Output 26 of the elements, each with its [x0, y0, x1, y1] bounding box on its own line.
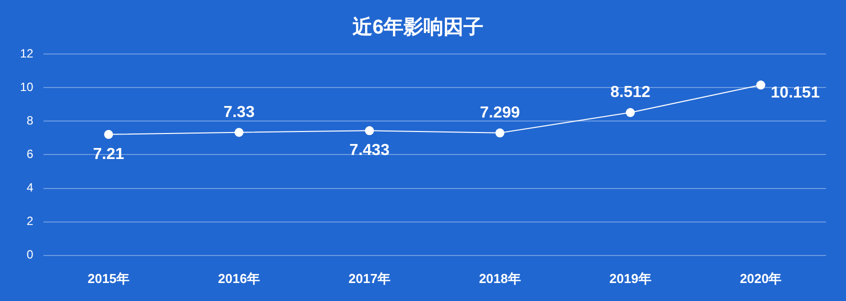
- y-tick-label: 4: [26, 180, 34, 195]
- x-tick-label: 2020年: [740, 270, 782, 286]
- y-tick-label: 6: [26, 147, 34, 162]
- point: [104, 130, 114, 139]
- y-tick-label: 2: [26, 214, 34, 228]
- x-tick-label: 2019年: [609, 270, 652, 286]
- y-tick-label: 0: [26, 248, 34, 262]
- data-label: 7.33: [223, 104, 255, 121]
- y-tick-label: 8: [26, 113, 34, 128]
- data-label: 7.433: [349, 142, 390, 160]
- data-label: 7.21: [93, 146, 124, 163]
- point: [234, 128, 244, 137]
- point: [756, 80, 766, 90]
- point: [495, 128, 504, 138]
- x-tick-label: 2018年: [478, 270, 521, 286]
- x-tick-label: 2015年: [88, 270, 130, 286]
- point: [626, 108, 635, 118]
- x-tick-label: 2017年: [348, 270, 390, 286]
- data-label: 7.299: [480, 104, 520, 122]
- x-tick-label: 2016年: [218, 270, 260, 286]
- data-label: 8.512: [610, 84, 650, 101]
- data-label: 10.151: [770, 84, 820, 102]
- y-tick-label: 10: [20, 80, 34, 94]
- chart-title: 近6年影响因子: [351, 16, 484, 39]
- y-tick-label: 12: [20, 46, 34, 60]
- point: [364, 126, 374, 136]
